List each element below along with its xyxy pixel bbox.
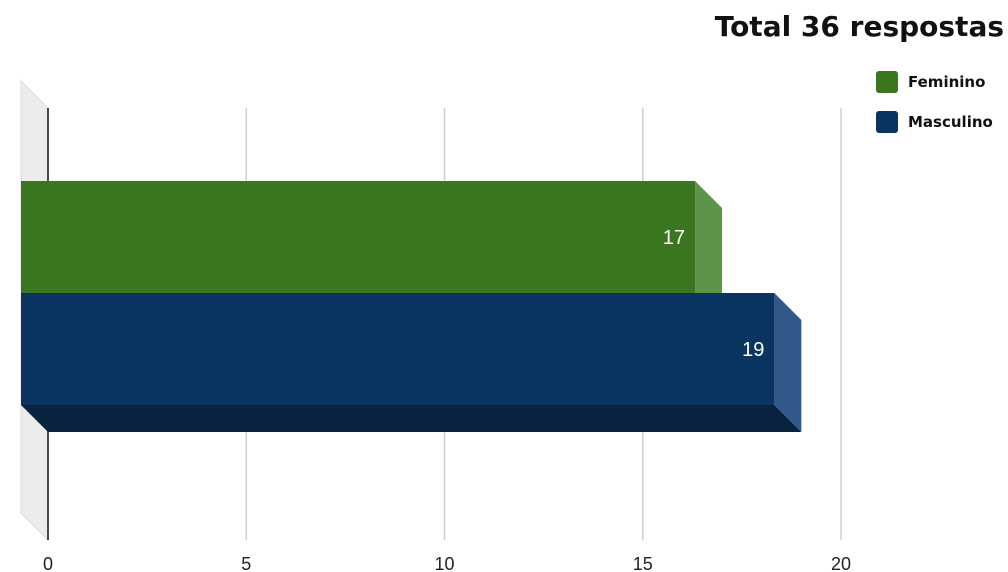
x-tick-label: 5 <box>241 554 251 572</box>
data-label-masculino: 19 <box>742 339 764 361</box>
legend-label-masculino: Masculino <box>908 113 993 131</box>
legend-item-masculino: Masculino <box>876 110 993 134</box>
x-tick-label: 0 <box>43 554 53 572</box>
data-label-feminino: 17 <box>663 227 685 249</box>
bar-masculino <box>21 293 775 405</box>
legend-label-feminino: Feminino <box>908 73 986 91</box>
x-tick-labels: 0 5 10 15 20 <box>43 554 851 572</box>
legend-swatch-feminino <box>876 71 898 93</box>
chart-title: Total 36 respostas <box>714 10 1004 43</box>
x-tick-label: 15 <box>633 554 653 572</box>
x-tick-label: 20 <box>831 554 851 572</box>
bar-bottom-face <box>21 405 802 432</box>
bar-side-feminino <box>695 181 723 320</box>
legend: Feminino Masculino <box>876 70 993 150</box>
bar-feminino <box>21 181 696 293</box>
legend-swatch-masculino <box>876 111 898 133</box>
legend-item-feminino: Feminino <box>876 70 993 94</box>
x-tick-label: 10 <box>434 554 454 572</box>
bar-side-masculino <box>774 293 802 432</box>
